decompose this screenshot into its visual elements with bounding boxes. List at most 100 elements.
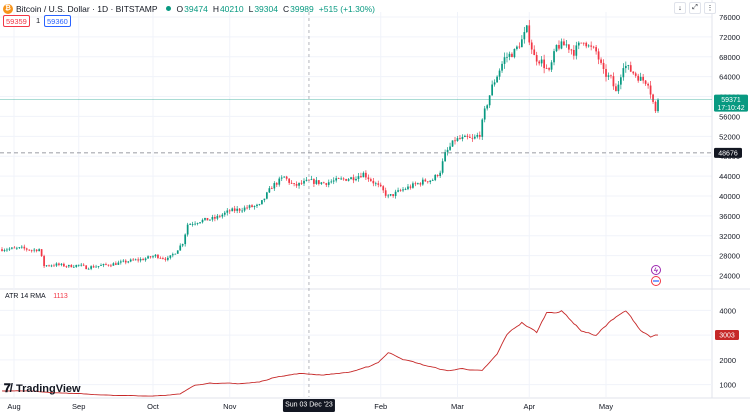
candle-body [67, 264, 70, 267]
candle-body [216, 215, 219, 219]
symbol-title[interactable]: Bitcoin / U.S. Dollar · 1D · BITSTAMP [16, 3, 158, 14]
download-icon[interactable]: ↓ [674, 2, 686, 14]
candle-body [369, 179, 372, 181]
candle-body [538, 61, 541, 64]
crosshair-price-badge-bg [714, 147, 742, 158]
candle-body [290, 182, 293, 184]
low-label: L [248, 3, 254, 14]
candle-body [92, 266, 95, 268]
candle-body [285, 176, 288, 179]
candle-body [50, 265, 53, 267]
candle-body [23, 246, 26, 249]
candle-body [392, 194, 394, 196]
candle-body [60, 263, 63, 265]
change-value: +515 (+1.30%) [318, 3, 375, 14]
price-tick-label: 72000 [719, 33, 740, 42]
candle-body [387, 195, 390, 197]
candle-body [429, 180, 432, 183]
candle-body [600, 59, 602, 63]
candle-body [355, 178, 357, 181]
candle-body [483, 108, 486, 120]
tradingview-logo[interactable]: 𝟕/ TradingView [4, 381, 81, 396]
candle-body [43, 256, 45, 267]
candle-body [33, 249, 36, 251]
fullscreen-icon[interactable]: ⤢ [689, 2, 701, 14]
candle-body [186, 224, 189, 235]
high-label: H [212, 3, 219, 14]
candle-body [434, 174, 437, 181]
candle-body [204, 217, 206, 220]
candle-body [357, 176, 360, 179]
candle-body [436, 174, 439, 176]
time-tick-label: Feb [374, 402, 387, 411]
candle-body [464, 135, 466, 137]
candle-body [374, 183, 377, 185]
candle-body [72, 266, 75, 268]
candle-body [654, 101, 657, 112]
price-tick-label: 36000 [719, 212, 740, 221]
sell-button[interactable]: 59359 [3, 15, 30, 27]
candle-body [612, 76, 615, 87]
high-value: 40210 [219, 3, 244, 14]
time-tick-label: Aug [7, 402, 20, 411]
candle-body [228, 210, 231, 212]
buy-button[interactable]: 59360 [44, 15, 71, 27]
open-label: O [176, 3, 184, 14]
atr-indicator-legend[interactable]: ATR 14 RMA 1113 [5, 293, 68, 300]
candle-body [444, 152, 446, 162]
candle-body [201, 219, 204, 223]
current-price-badge-bg [714, 94, 748, 112]
candle-body [657, 99, 659, 112]
candle-body [184, 234, 187, 245]
candle-body [300, 182, 303, 184]
candle-body [419, 183, 422, 185]
candle-body [171, 254, 174, 256]
candle-body [610, 75, 612, 77]
price-tick-label: 56000 [719, 112, 740, 121]
candle-body [597, 51, 600, 60]
candle-body [134, 259, 137, 261]
candle-body [80, 264, 83, 266]
candle-body [8, 248, 11, 250]
candle-body [325, 183, 328, 185]
candle-body [535, 55, 538, 62]
price-tick-label: 68000 [719, 53, 740, 62]
candle-body [412, 183, 414, 188]
candle-body [253, 206, 256, 207]
more-options-icon[interactable]: ⋮ [704, 2, 716, 14]
candle-body [488, 95, 491, 106]
price-tick-label: 76000 [719, 13, 740, 22]
candle-body [565, 44, 568, 46]
candle-body [107, 264, 110, 266]
candle-body [169, 255, 172, 258]
candle-body [105, 264, 107, 265]
candle-body [327, 182, 330, 185]
candle-body [53, 265, 55, 267]
candle-body [199, 222, 201, 224]
candle-body [55, 263, 58, 266]
candle-body [330, 181, 333, 183]
time-tick-label: Sep [72, 402, 85, 411]
candle-body [38, 249, 40, 252]
candle-body [456, 138, 459, 141]
close-value: 39989 [290, 3, 314, 14]
candle-body [449, 146, 451, 150]
candle-body [518, 46, 521, 48]
candle-body [516, 46, 518, 49]
atr-name: ATR [5, 293, 19, 300]
candle-body [399, 190, 402, 192]
candle-body [632, 71, 635, 74]
candle-body [548, 68, 550, 70]
candle-body [166, 257, 169, 260]
candle-body [421, 179, 424, 185]
candle-body [273, 183, 276, 189]
candle-body [377, 183, 380, 185]
candle-body [48, 265, 50, 267]
candle-body [414, 183, 417, 185]
candle-body [293, 183, 295, 185]
crosshair-date-badge-bg [282, 399, 335, 412]
candle-body [45, 265, 48, 267]
candle-body [649, 85, 652, 95]
